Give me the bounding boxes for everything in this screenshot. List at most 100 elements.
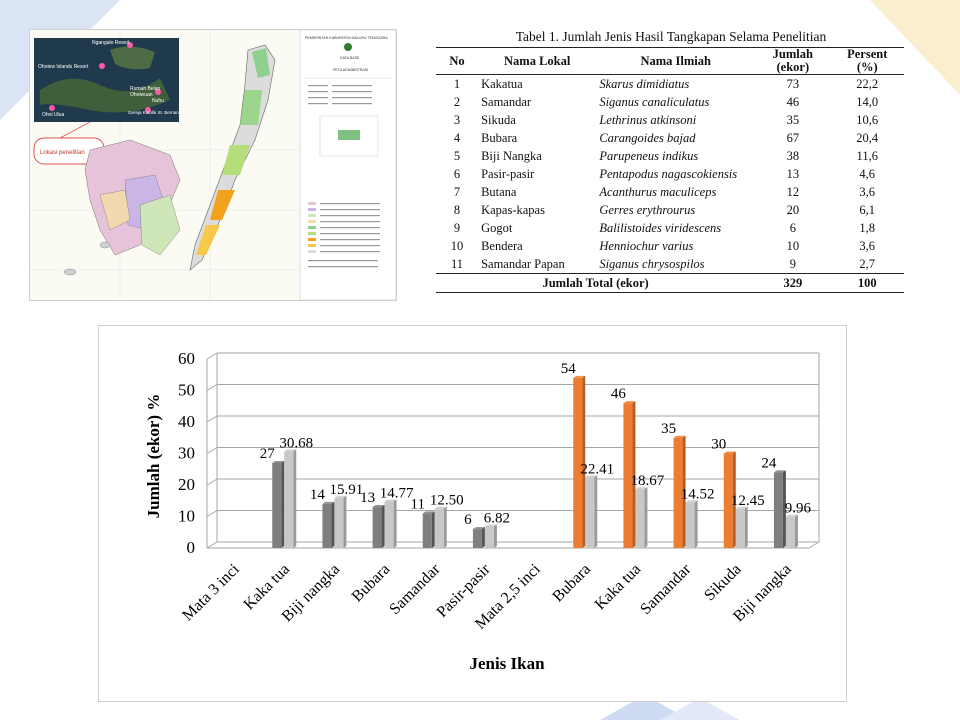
gridline-depth xyxy=(206,384,218,391)
bar-side xyxy=(632,401,636,548)
bar-top xyxy=(685,500,698,503)
bar-side xyxy=(293,449,297,548)
decorative-corner-top-right xyxy=(870,0,960,95)
bar-side xyxy=(594,475,598,548)
bar-top xyxy=(723,451,736,454)
count-value-label: 27 xyxy=(260,446,276,462)
bar-side xyxy=(343,495,347,548)
row-no: 3 xyxy=(453,113,461,127)
bar xyxy=(472,529,482,548)
y-axis-title: Jumlah (ekor) % xyxy=(144,394,163,519)
x-category-label: Mata 3 inci xyxy=(179,560,243,624)
count-value-label: 13 xyxy=(360,490,375,506)
header-percent-label: Persent xyxy=(847,47,888,61)
bar xyxy=(422,513,432,548)
count-value-label: 14 xyxy=(310,487,326,503)
y-tick-label: 50 xyxy=(178,381,195,400)
row-local-name: Biji Nangka xyxy=(481,149,542,163)
bar-top xyxy=(422,511,435,514)
count-value-label: 24 xyxy=(761,455,777,471)
bar-top xyxy=(484,524,497,527)
decorative-corner-bottom xyxy=(600,695,740,720)
bar xyxy=(623,403,633,548)
y-tick-label: 40 xyxy=(178,412,195,431)
bar-side xyxy=(582,375,586,548)
row-local-name: Bubara xyxy=(481,131,518,145)
row-percent: 22,2 xyxy=(856,77,879,91)
x-category-label: Sikuda xyxy=(701,561,744,604)
header-count-unit: (ekor) xyxy=(776,60,810,74)
bar xyxy=(322,503,332,548)
header-percent-unit: (%) xyxy=(856,60,878,74)
chart-bars xyxy=(272,375,798,548)
bar-top xyxy=(673,435,686,438)
row-scientific-name: Siganus canaliculatus xyxy=(599,95,710,109)
row-no: 1 xyxy=(453,77,461,91)
bar xyxy=(372,507,382,548)
count-value-label: 6 xyxy=(464,512,472,528)
row-scientific-name: Skarus dimidiatus xyxy=(599,77,690,91)
total-label: Jumlah Total (ekor) xyxy=(436,273,756,293)
catch-bar-chart: 0 10 20 30 40 50 60 Mata 3 inci Kaka tua Biji nan… xyxy=(98,325,847,702)
header-local-name: Nama Lokal xyxy=(478,47,597,75)
row-local-name: Bendera xyxy=(481,239,523,253)
bar xyxy=(573,377,583,548)
bar-side xyxy=(794,514,798,548)
x-category-label: Bubara xyxy=(349,561,394,606)
row-scientific-name: Siganus chrysospilos xyxy=(599,257,705,271)
map-place-label: Nuhu xyxy=(152,98,164,104)
bar xyxy=(384,501,394,548)
row-no: 10 xyxy=(450,239,464,253)
percent-value-label: 30.68 xyxy=(279,435,313,451)
bar xyxy=(585,477,595,548)
table-row: 4 Bubara Carangoides bajad 67 20,4 xyxy=(436,129,904,147)
bar-top xyxy=(635,487,648,490)
row-scientific-name: Lethrinus atkinsoni xyxy=(599,113,697,127)
row-count: 10 xyxy=(786,239,800,253)
row-local-name: Butana xyxy=(481,185,517,199)
gridline-depth xyxy=(206,415,218,423)
count-value-label: 35 xyxy=(661,421,676,437)
bar xyxy=(284,451,294,548)
row-count: 9 xyxy=(789,257,796,271)
row-scientific-name: Parupeneus indikus xyxy=(599,149,699,163)
catch-table: No Nama Lokal Nama Ilmiah Jumlah (ekor) … xyxy=(436,47,904,293)
header-percent: Persent (%) xyxy=(830,47,904,75)
gridline-depth xyxy=(206,541,218,549)
row-no: 2 xyxy=(453,95,461,109)
bar-side xyxy=(481,527,485,548)
bar-side xyxy=(381,505,385,548)
bar-side xyxy=(732,451,736,548)
y-tick-label: 30 xyxy=(178,444,195,463)
row-scientific-name: Balilistoides viridescens xyxy=(599,221,722,235)
chart-gridlines xyxy=(206,352,819,549)
map-legend-panel xyxy=(299,30,396,300)
bar xyxy=(334,497,344,548)
map-legend-swatches xyxy=(308,202,380,268)
bar-top xyxy=(322,501,335,504)
table-row: 2 Samandar Siganus canaliculatus 46 14,0 xyxy=(436,93,904,111)
total-count: 329 xyxy=(755,273,831,293)
count-value-label: 54 xyxy=(561,361,577,377)
row-no: 9 xyxy=(453,221,461,235)
bar-top xyxy=(785,514,798,517)
table-row: 9 Gogot Balilistoides viridescens 6 1,8 xyxy=(436,219,904,237)
percent-value-label: 22.41 xyxy=(580,461,614,477)
bar-top xyxy=(272,460,285,463)
map-header: PEMERINTAH KABUPATEN MALUKU TENGGARA xyxy=(305,36,388,40)
row-no: 4 xyxy=(453,131,461,145)
gridline-depth xyxy=(206,447,218,454)
row-local-name: Kapas-kapas xyxy=(481,203,545,217)
percent-value-label: 14.52 xyxy=(681,486,715,502)
row-count: 13 xyxy=(786,167,800,181)
table-body: 1 Kakatua Skarus dimidiatus 73 22,2 2 Samandar… xyxy=(436,75,904,274)
row-percent: 11,6 xyxy=(856,149,878,163)
gridline-depth xyxy=(206,352,218,360)
bar-side xyxy=(782,470,786,548)
y-tick-label: 0 xyxy=(187,538,196,557)
research-location-label: Lokasi penelitian xyxy=(40,150,85,156)
map-place-label: Ohoiwuan xyxy=(130,92,153,98)
row-no: 7 xyxy=(453,185,461,199)
